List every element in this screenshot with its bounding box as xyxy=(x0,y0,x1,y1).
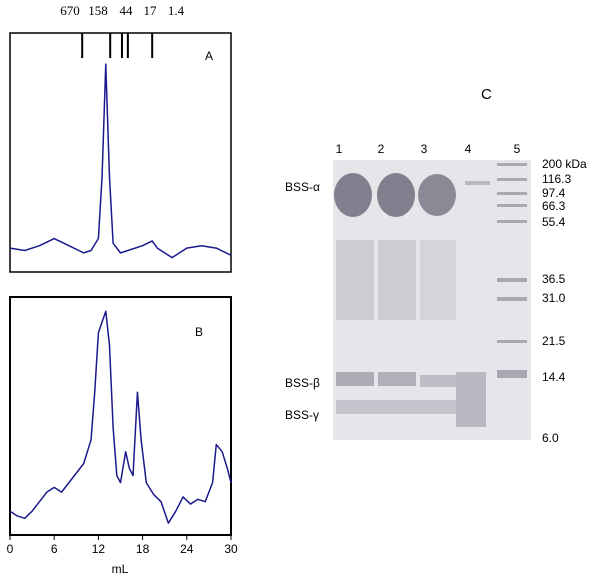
trace xyxy=(9,63,232,259)
lane-label: 5 xyxy=(514,142,521,156)
panel-label: C xyxy=(481,86,492,103)
lane-label: 3 xyxy=(421,142,428,156)
x-axis-title: mL xyxy=(112,562,129,576)
gel-bands xyxy=(334,163,527,427)
panel-b-frame xyxy=(9,296,232,536)
panel-label: B xyxy=(195,325,203,339)
band-label: BSS-α xyxy=(285,180,320,194)
mw-label: 14.4 xyxy=(542,370,566,384)
marker-label: 1.4 xyxy=(168,3,185,18)
x-tick-label: 30 xyxy=(224,542,238,556)
panel-label: A xyxy=(205,49,213,63)
mw-label: 36.5 xyxy=(542,272,566,286)
mw-label: 6.0 xyxy=(542,431,559,445)
mw-label: 97.4 xyxy=(542,186,566,200)
x-tick-label: 12 xyxy=(92,542,106,556)
band-label: BSS-β xyxy=(285,376,320,390)
mw-label: 116.3 xyxy=(542,172,571,186)
x-tick-label: 0 xyxy=(7,542,14,556)
marker-label: 158 xyxy=(88,3,108,18)
marker-label: 670 xyxy=(60,3,80,18)
mw-label: 31.0 xyxy=(542,291,566,305)
lane-label: 2 xyxy=(378,142,385,156)
marker-label: 17 xyxy=(144,3,158,18)
lane-label: 1 xyxy=(336,142,343,156)
mw-label: 55.4 xyxy=(542,215,566,229)
x-tick-label: 24 xyxy=(180,542,194,556)
lane-label: 4 xyxy=(465,142,472,156)
mw-label: 21.5 xyxy=(542,334,566,348)
panel-a-frame xyxy=(9,32,232,273)
trace xyxy=(9,310,232,524)
mw-label: 200 kDa xyxy=(542,157,587,171)
x-tick-label: 6 xyxy=(51,542,58,556)
band-label: BSS-γ xyxy=(285,408,319,422)
marker-label: 44 xyxy=(120,3,134,18)
mw-label: 66.3 xyxy=(542,199,566,213)
x-tick-label: 18 xyxy=(136,542,150,556)
